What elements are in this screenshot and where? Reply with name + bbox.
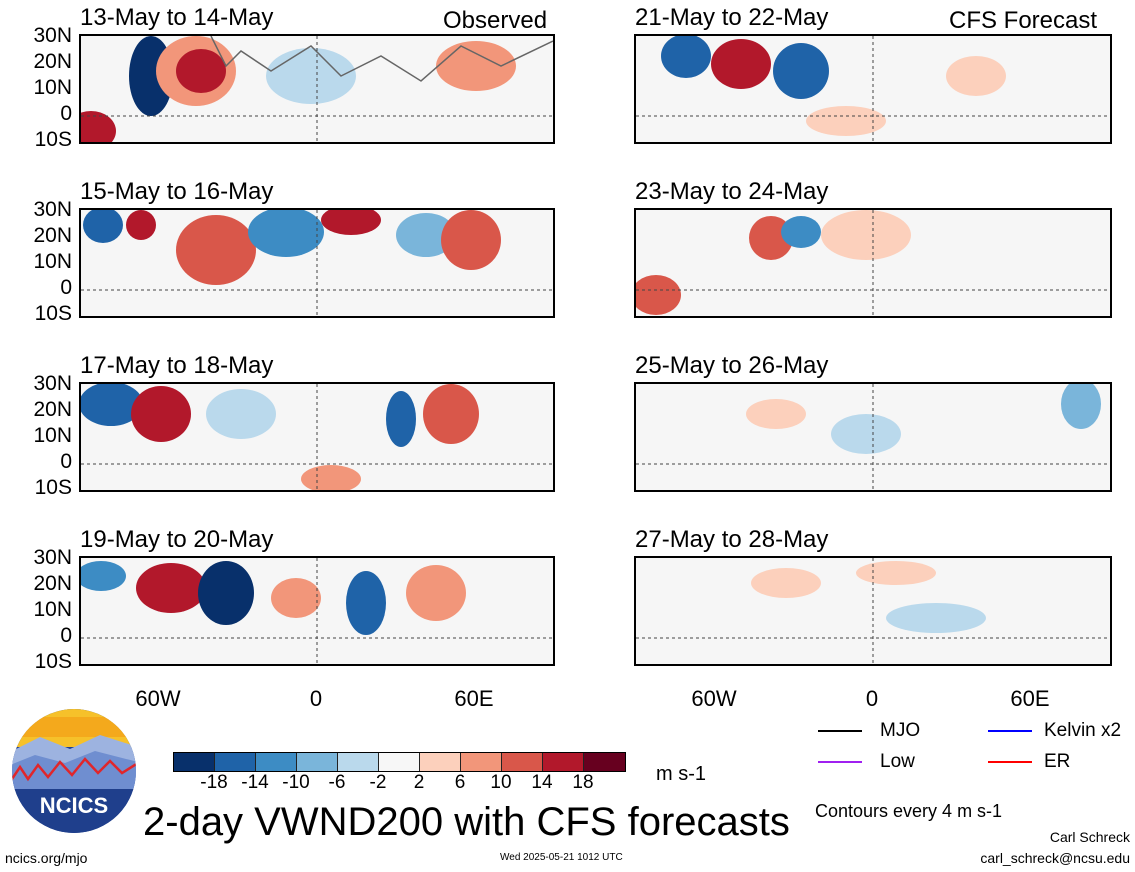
- chart-title: 2-day VWND200 with CFS forecasts: [143, 800, 790, 844]
- lat-tick-label: 30N: [33, 198, 72, 221]
- legend-line-mjo: [818, 730, 862, 732]
- forecast-label: CFS Forecast: [949, 7, 1098, 34]
- colorbar-cell: [543, 753, 584, 771]
- lat-tick-label: 30N: [33, 24, 72, 47]
- author-email[interactable]: carl_schreck@ncsu.edu: [980, 850, 1130, 866]
- map-field-right-4: [636, 558, 1110, 664]
- panel-title-right-2: 23-May to 24-May: [635, 178, 829, 205]
- colorbar-label: 14: [531, 772, 553, 793]
- map-panel-left-4: [79, 556, 555, 666]
- map-panel-right-1: [634, 34, 1112, 144]
- map-field-left-4: [81, 558, 553, 664]
- panel-title-left-1: 13-May to 14-May: [80, 4, 274, 31]
- observed-label: Observed: [443, 7, 548, 34]
- lon-tick-label: 60W: [135, 686, 181, 711]
- lat-tick-label: 10S: [34, 302, 72, 325]
- lat-tick-label: 10N: [33, 424, 72, 447]
- panel-title-left-2: 15-May to 16-May: [80, 178, 274, 205]
- panel-title-right-4: 27-May to 28-May: [635, 526, 829, 553]
- lat-tick-label: 10S: [34, 650, 72, 673]
- lat-tick-label: 0: [60, 102, 72, 125]
- colorbar-cell: [256, 753, 297, 771]
- colorbar-label: -2: [369, 772, 387, 793]
- map-field-left-1: [81, 36, 553, 142]
- legend-line-low: [818, 761, 862, 763]
- colorbar-cell: [174, 753, 215, 771]
- legend-label-er: ER: [1044, 751, 1071, 772]
- lon-tick-label: 60E: [454, 686, 494, 711]
- colorbar-unit: m s-1: [656, 763, 706, 785]
- colorbar: [173, 752, 626, 772]
- lon-tick-label: 0: [865, 686, 879, 711]
- colorbar-label: -14: [241, 772, 269, 793]
- legend-line-kelvin: [988, 730, 1032, 732]
- map-field-right-1: [636, 36, 1110, 142]
- lat-tick-label: 20N: [33, 224, 72, 247]
- colorbar-cell: [420, 753, 461, 771]
- map-panel-right-4: [634, 556, 1112, 666]
- colorbar-label: -10: [282, 772, 310, 793]
- lat-tick-label: 20N: [33, 572, 72, 595]
- colorbar-label: 6: [454, 772, 466, 793]
- colorbar-label: 10: [490, 772, 512, 793]
- lat-tick-label: 10N: [33, 76, 72, 99]
- logo-text: NCICS: [40, 793, 108, 818]
- colorbar-cell: [215, 753, 256, 771]
- source-url[interactable]: ncics.org/mjo: [5, 850, 88, 866]
- legend-line-er: [988, 761, 1032, 763]
- lon-tick-label: 0: [309, 686, 323, 711]
- lon-tick-label: 60E: [1010, 686, 1050, 711]
- map-panel-left-3: [79, 382, 555, 492]
- lat-tick-label: 20N: [33, 50, 72, 73]
- map-panel-right-2: [634, 208, 1112, 318]
- ncics-logo: NCICS: [10, 707, 138, 835]
- contour-note: Contours every 4 m s-1: [815, 801, 1003, 821]
- map-field-left-3: [81, 384, 553, 490]
- map-field-right-3: [636, 384, 1110, 490]
- lat-tick-label: 0: [60, 624, 72, 647]
- lat-tick-label: 10S: [34, 476, 72, 499]
- colorbar-cell: [338, 753, 379, 771]
- panel-title-right-1: 21-May to 22-May: [635, 4, 829, 31]
- colorbar-cell: [502, 753, 543, 771]
- panel-title-right-3: 25-May to 26-May: [635, 352, 829, 379]
- colorbar-cell: [584, 753, 625, 771]
- lon-tick-label: 60W: [691, 686, 737, 711]
- timestamp: Wed 2025-05-21 1012 UTC: [500, 852, 623, 863]
- lat-tick-label: 10S: [34, 128, 72, 151]
- panel-title-left-4: 19-May to 20-May: [80, 526, 274, 553]
- lat-tick-label: 10N: [33, 598, 72, 621]
- legend-label-mjo: MJO: [880, 720, 921, 741]
- map-field-right-2: [636, 210, 1110, 316]
- colorbar-label: -6: [328, 772, 346, 793]
- legend-label-low: Low: [880, 751, 915, 772]
- colorbar-label: -18: [200, 772, 228, 793]
- map-field-left-2: [81, 210, 553, 316]
- author-name: Carl Schreck: [1049, 829, 1130, 845]
- lat-tick-label: 20N: [33, 398, 72, 421]
- panel-title-left-3: 17-May to 18-May: [80, 352, 274, 379]
- map-panel-left-1: [79, 34, 555, 144]
- map-panel-left-2: [79, 208, 555, 318]
- legend-label-kelvin: Kelvin x2: [1044, 720, 1122, 741]
- colorbar-label: 18: [572, 772, 594, 793]
- colorbar-cell: [379, 753, 420, 771]
- map-panel-right-3: [634, 382, 1112, 492]
- lat-tick-label: 10N: [33, 250, 72, 273]
- lat-tick-label: 0: [60, 450, 72, 473]
- colorbar-cell: [461, 753, 502, 771]
- colorbar-cell: [297, 753, 338, 771]
- lat-tick-label: 30N: [33, 546, 72, 569]
- colorbar-label: 2: [413, 772, 425, 793]
- lat-tick-label: 0: [60, 276, 72, 299]
- lat-tick-label: 30N: [33, 372, 72, 395]
